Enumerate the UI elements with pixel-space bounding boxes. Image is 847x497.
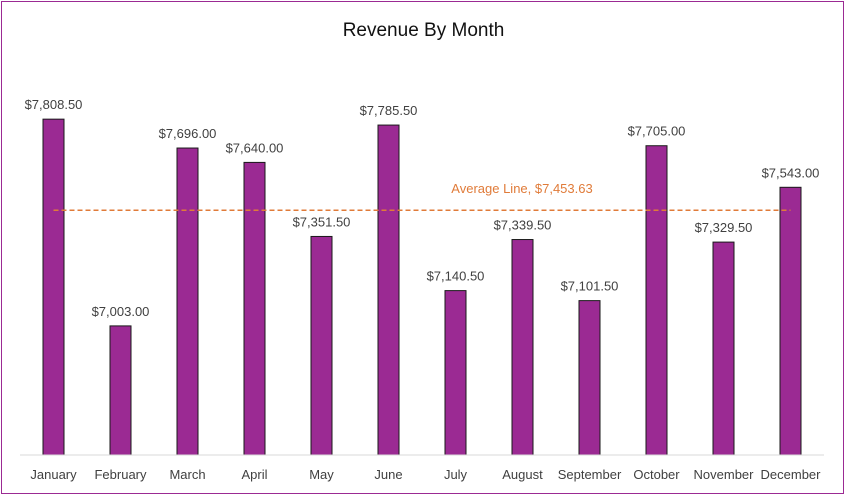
labels-group: $7,808.50 January $7,003.00 February $7,696.…: [25, 97, 822, 482]
x-tick-label-april: April: [241, 467, 267, 482]
bar-september: [578, 300, 601, 456]
x-tick-label-july: July: [444, 467, 468, 482]
bar-march: [176, 147, 199, 456]
x-tick-label-february: February: [94, 467, 147, 482]
data-label-may: $7,351.50: [293, 214, 351, 229]
data-label-june: $7,785.50: [360, 103, 418, 118]
x-tick-label-november: November: [694, 467, 755, 482]
bar-november: [712, 241, 735, 456]
data-label-april: $7,640.00: [226, 140, 284, 155]
bar-january: [42, 118, 65, 456]
average-line-label: Average Line, $7,453.63: [451, 181, 592, 196]
data-label-july: $7,140.50: [427, 269, 485, 284]
x-tick-label-october: October: [633, 467, 680, 482]
x-tick-label-december: December: [761, 467, 822, 482]
bar-october: [645, 145, 668, 456]
x-tick-label-march: March: [169, 467, 205, 482]
x-tick-label-august: August: [502, 467, 543, 482]
data-label-january: $7,808.50: [25, 97, 83, 112]
data-label-september: $7,101.50: [561, 279, 619, 294]
x-tick-label-september: September: [558, 467, 622, 482]
data-label-october: $7,705.00: [628, 124, 686, 139]
bar-april: [243, 161, 266, 456]
data-label-february: $7,003.00: [92, 304, 150, 319]
x-tick-label-january: January: [30, 467, 77, 482]
bar-june: [377, 124, 400, 456]
data-label-december: $7,543.00: [762, 165, 820, 180]
data-label-march: $7,696.00: [159, 126, 217, 141]
x-tick-label-june: June: [374, 467, 402, 482]
bar-july: [444, 290, 467, 456]
bar-december: [779, 186, 802, 456]
bars-group: [42, 118, 802, 456]
chart-title: Revenue By Month: [342, 20, 505, 41]
x-tick-label-may: May: [309, 467, 334, 482]
data-label-november: $7,329.50: [695, 220, 753, 235]
bar-august: [511, 239, 534, 456]
bar-february: [109, 325, 132, 456]
data-label-august: $7,339.50: [494, 218, 552, 233]
bar-may: [310, 235, 333, 456]
